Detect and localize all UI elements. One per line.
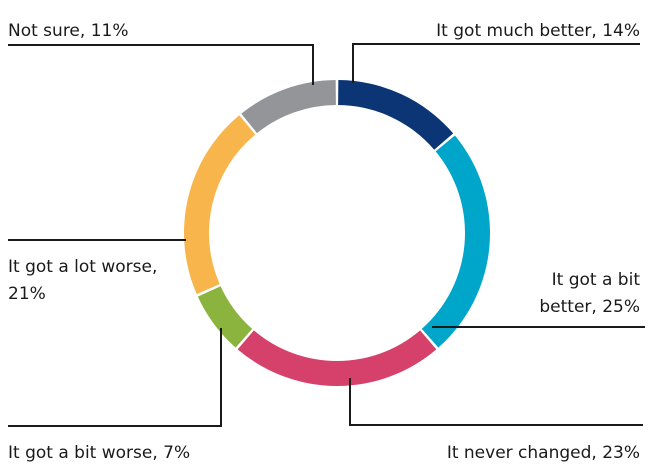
slice-label-line: 21% [8,284,46,304]
leader-line-3 [349,378,643,426]
leader-line-1 [352,43,640,83]
slice-label-line: It got a bit [552,270,641,290]
slice-label-line: better, 25% [539,297,640,317]
slice-label-line: It got much better, 14% [436,21,640,41]
slice-label-line: It never changed, 23% [447,443,640,463]
slice-label-line: It got a bit worse, 7% [8,443,190,463]
donut-slice-2 [421,135,490,348]
slice-label-3: It never changed, 23% [447,443,640,463]
donut-slice-4 [197,286,253,348]
donut-slice-6 [241,80,336,134]
donut-slice-5 [183,115,256,295]
slice-label-6: Not sure, 11% [8,21,129,41]
leader-line-4 [8,328,222,427]
slice-label-line: It got a lot worse, [8,257,157,277]
slice-label-2: It got a bit better, 25% [539,270,640,317]
slice-label-1: It got much better, 14% [436,21,640,41]
donut-slice-1 [338,80,454,150]
slice-label-4: It got a bit worse, 7% [8,443,190,463]
donut-slice-3 [237,330,437,387]
slice-label-line: Not sure, 11% [8,21,129,41]
slice-label-5: It got a lot worse, 21% [8,257,157,304]
leader-line-6 [8,44,314,85]
